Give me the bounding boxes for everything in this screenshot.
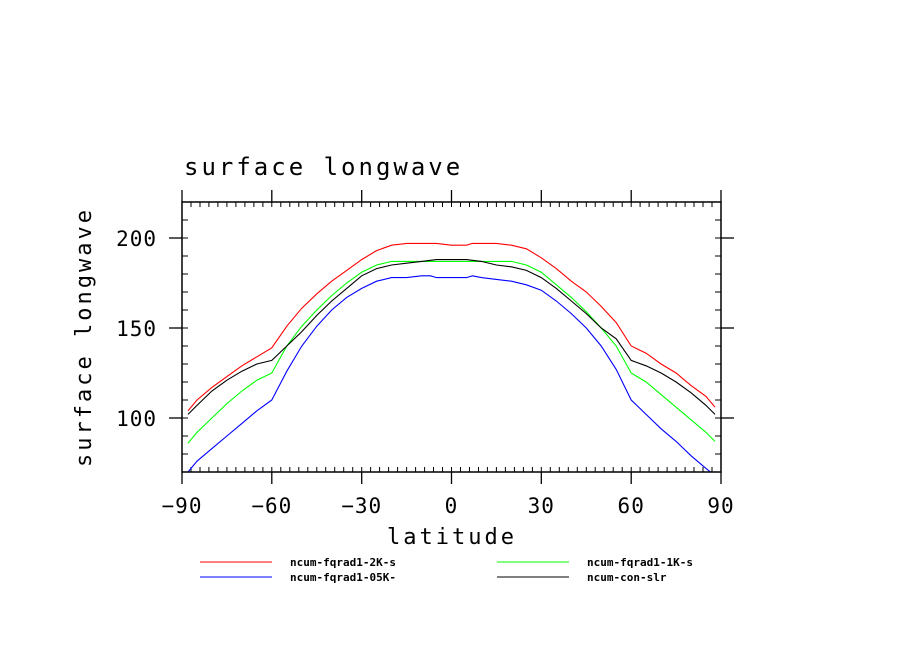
x-tick-label: 30 <box>528 494 555 518</box>
x-tick-label: 0 <box>445 494 459 518</box>
x-axis-label: latitude <box>387 525 517 550</box>
tick-labels: −90 −60 −30 0 30 60 90 100 150 200 <box>116 227 734 518</box>
series-lines <box>187 242 716 472</box>
x-tick-label: 60 <box>618 494 645 518</box>
x-tick-label: −30 <box>341 494 382 518</box>
legend-label-ncum-fqrad1-1k-s: ncum-fqrad1-1K-s <box>587 556 693 569</box>
chart-title: surface longwave <box>184 153 463 181</box>
legend-label-ncum-fqrad1-05k: ncum-fqrad1-05K- <box>290 571 396 584</box>
series-line-ncum-fqrad1-1k-s <box>187 260 716 444</box>
y-tick-label: 200 <box>116 227 157 251</box>
plot-frame <box>181 201 722 473</box>
axis-ticks <box>169 190 734 484</box>
y-tick-label: 100 <box>116 407 157 431</box>
x-tick-label: 90 <box>707 494 734 518</box>
y-tick-label: 150 <box>116 317 157 341</box>
legend-label-ncum-fqrad1-2k-s: ncum-fqrad1-2K-s <box>290 556 396 569</box>
y-axis-label: surface longwave <box>72 207 97 467</box>
series-line-ncum-con-slr <box>187 259 716 415</box>
series-line-ncum-fqrad1-05k <box>187 275 712 472</box>
series-line-ncum-fqrad1-2k-s <box>187 242 716 412</box>
x-tick-label: −60 <box>251 494 292 518</box>
x-tick-label: −90 <box>162 494 203 518</box>
legend: ncum-fqrad1-2K-s ncum-fqrad1-1K-s ncum-fqr… <box>200 556 693 584</box>
legend-label-ncum-con-slr: ncum-con-slr <box>587 571 667 584</box>
